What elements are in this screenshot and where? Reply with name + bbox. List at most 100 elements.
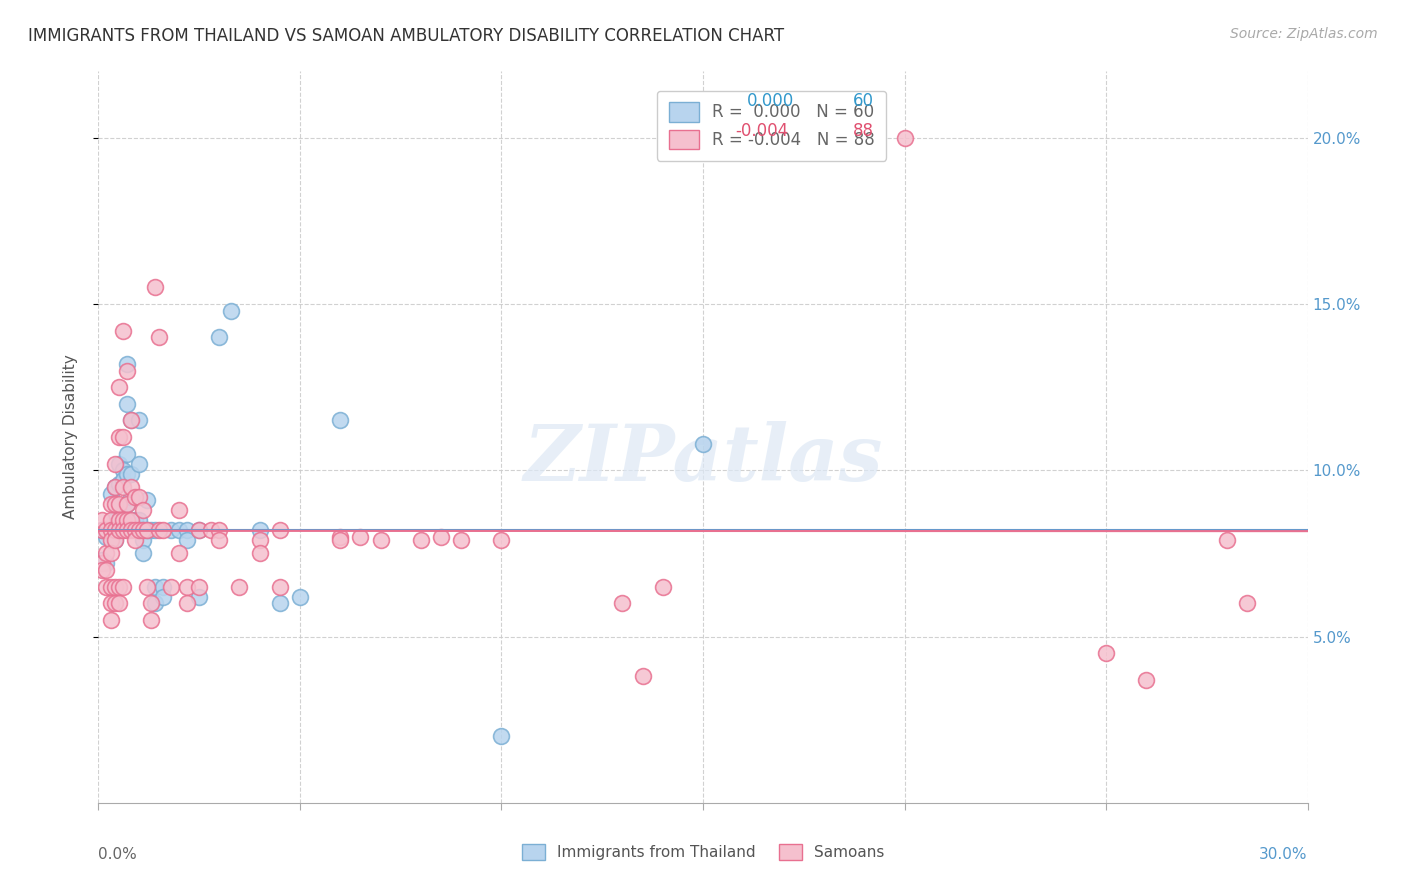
Legend: R =  0.000   N = 60, R = -0.004   N = 88: R = 0.000 N = 60, R = -0.004 N = 88 [657,91,886,161]
Text: IMMIGRANTS FROM THAILAND VS SAMOAN AMBULATORY DISABILITY CORRELATION CHART: IMMIGRANTS FROM THAILAND VS SAMOAN AMBUL… [28,27,785,45]
Point [96,557,118,571]
Point [208,533,231,548]
Point [176,596,198,610]
Point [135,493,157,508]
Point [188,580,211,594]
Point [132,546,155,560]
Point [107,503,129,517]
Point [100,520,122,534]
Point [176,580,198,594]
Point [143,280,166,294]
Point [103,533,125,548]
Point [91,523,114,537]
Point [124,523,146,537]
Point [128,523,150,537]
Point [96,546,118,560]
Point [176,533,198,548]
Point [120,513,142,527]
Point [651,580,673,594]
Point [143,596,166,610]
Point [100,513,122,527]
Point [91,563,114,577]
Point [107,497,129,511]
Point [120,413,142,427]
Point [132,533,155,548]
Point [128,513,150,527]
Point [221,303,243,318]
Point [107,380,129,394]
Point [249,523,271,537]
Point [1236,596,1258,610]
Point [103,533,125,548]
Point [370,533,392,548]
Point [132,523,155,537]
Point [103,457,125,471]
Point [107,523,129,537]
Text: 88: 88 [853,121,875,140]
Point [120,490,142,504]
Point [111,480,134,494]
Point [269,596,291,610]
Text: ZIPatlas: ZIPatlas [523,421,883,497]
Point [115,497,138,511]
Point [1095,646,1118,660]
Point [91,557,114,571]
Point [100,580,122,594]
Point [100,497,122,511]
Point [115,523,138,537]
Point [132,523,155,537]
Point [160,580,183,594]
Point [107,476,129,491]
Point [148,523,170,537]
Point [120,523,142,537]
Point [288,590,311,604]
Point [249,533,271,548]
Point [329,533,352,548]
Point [96,580,118,594]
Text: Source: ZipAtlas.com: Source: ZipAtlas.com [1230,27,1378,41]
Point [135,523,157,537]
Point [450,533,472,548]
Point [120,467,142,481]
Point [115,357,138,371]
Point [96,530,118,544]
Point [1216,533,1239,548]
Point [111,503,134,517]
Point [409,533,432,548]
Point [107,580,129,594]
Point [100,613,122,627]
Point [107,513,129,527]
Point [329,530,352,544]
Point [139,523,162,537]
Point [107,596,129,610]
Point [124,513,146,527]
Point [167,546,190,560]
Legend: Immigrants from Thailand, Samoans: Immigrants from Thailand, Samoans [516,838,890,866]
Y-axis label: Ambulatory Disability: Ambulatory Disability [63,355,77,519]
Point [188,523,211,537]
Text: 60: 60 [853,93,875,111]
Point [329,413,352,427]
Point [143,523,166,537]
Point [120,413,142,427]
Point [107,457,129,471]
Point [120,480,142,494]
Point [100,546,122,560]
Point [91,513,114,527]
Point [249,546,271,560]
Point [111,324,134,338]
Point [167,523,190,537]
Point [103,580,125,594]
Point [111,580,134,594]
Text: 0.0%: 0.0% [98,847,138,862]
Point [152,523,174,537]
Text: 30.0%: 30.0% [1260,847,1308,862]
Point [228,580,250,594]
Point [107,523,129,537]
Text: -0.004: -0.004 [735,121,789,140]
Point [128,413,150,427]
Point [208,523,231,537]
Point [91,523,114,537]
Point [188,590,211,604]
Point [692,436,714,450]
